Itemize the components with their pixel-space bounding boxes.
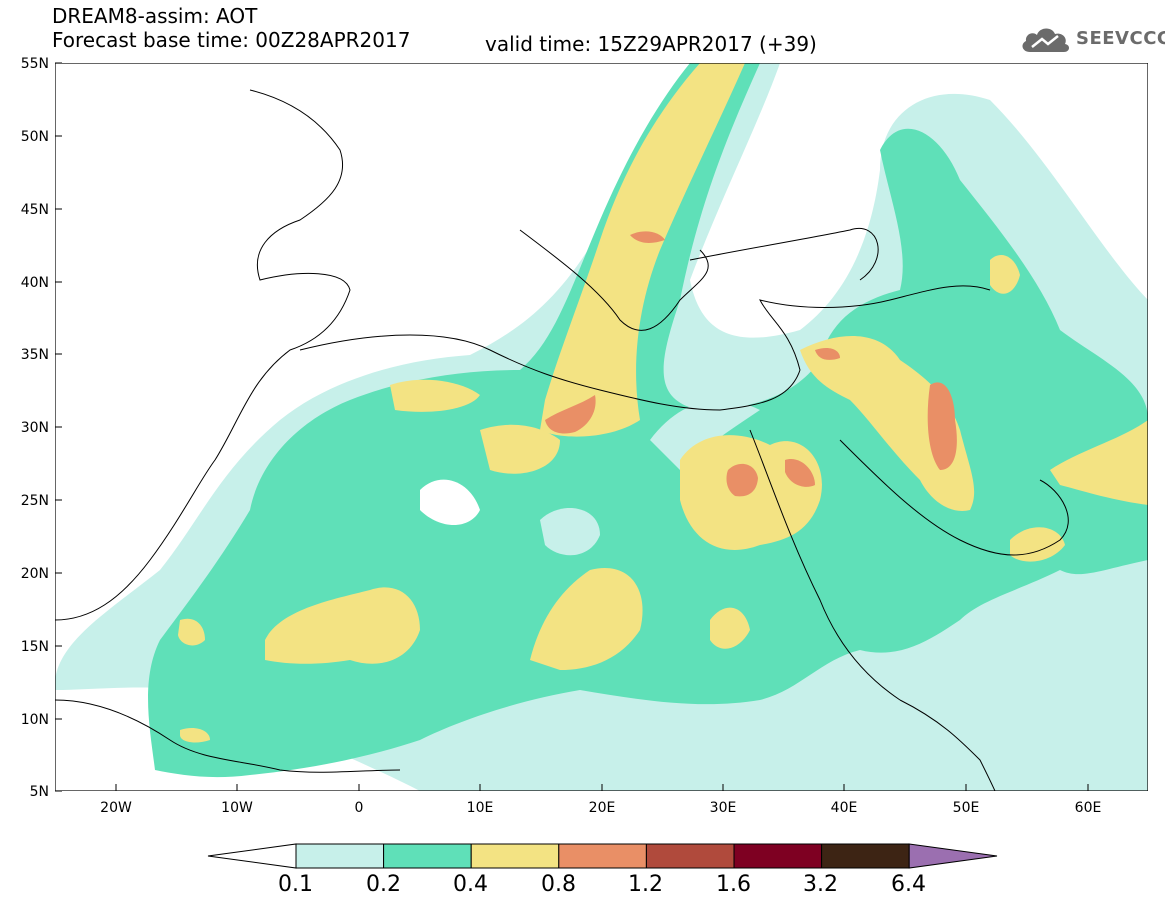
lon-tick-label: 20E bbox=[589, 800, 616, 816]
aot-band-0.4 bbox=[178, 63, 1148, 743]
aot-region bbox=[540, 63, 745, 437]
lon-tick-label: 30E bbox=[710, 800, 737, 816]
forecast-base-time: Forecast base time: 00Z28APR2017 bbox=[52, 28, 411, 52]
aot-region bbox=[265, 587, 420, 664]
aot-region bbox=[480, 424, 560, 474]
aot-region bbox=[1010, 527, 1065, 562]
aot-region bbox=[390, 379, 480, 412]
aot-region bbox=[800, 336, 975, 511]
lat-tick-label: 20N bbox=[21, 566, 49, 582]
valid-time: valid time: 15Z29APR2017 (+39) bbox=[485, 32, 817, 56]
colorbar-label: 1.6 bbox=[716, 872, 751, 897]
aot-region bbox=[545, 395, 596, 434]
lat-tick-label: 40N bbox=[21, 275, 49, 291]
lon-tick-label: 60E bbox=[1075, 800, 1102, 816]
logo-text: SEEVCCC bbox=[1076, 28, 1165, 49]
colorbar-box bbox=[821, 843, 910, 869]
lat-tick-label: 15N bbox=[21, 639, 49, 655]
colorbar-label: 0.2 bbox=[366, 872, 401, 897]
lat-tick-label: 50N bbox=[21, 129, 49, 145]
colorbar-label: 0.8 bbox=[541, 872, 576, 897]
coastlines bbox=[55, 89, 1069, 791]
aot-region bbox=[630, 231, 665, 243]
lat-tick-label: 25N bbox=[21, 493, 49, 509]
lon-tick-label: 10W bbox=[221, 800, 253, 816]
aot-band-0.8 bbox=[545, 231, 957, 497]
colorbar-label: 0.1 bbox=[278, 872, 313, 897]
aot-region bbox=[785, 459, 815, 487]
aot-region bbox=[1050, 420, 1148, 505]
seevccc-logo: SEEVCCC bbox=[1018, 22, 1165, 58]
aot-region bbox=[540, 508, 600, 556]
lon-tick-label: 50E bbox=[953, 800, 980, 816]
lat-tick-label: 55N bbox=[21, 56, 49, 72]
colorbar-label: 3.2 bbox=[803, 872, 838, 897]
lat-tick-label: 35N bbox=[21, 347, 49, 363]
aot-region bbox=[180, 728, 210, 743]
aot-region bbox=[710, 607, 750, 649]
aot-region bbox=[990, 255, 1020, 294]
colorbar-box bbox=[470, 843, 560, 869]
axis-ticks bbox=[55, 62, 1089, 792]
lon-tick-label: 0 bbox=[355, 800, 364, 816]
lat-tick-label: 10N bbox=[21, 712, 49, 728]
aot-field bbox=[55, 63, 1148, 791]
lon-tick-label: 40E bbox=[831, 800, 858, 816]
aot-region bbox=[815, 347, 840, 360]
latitude-axis: 55N 50N 45N 40N 35N 30N 25N 20N 15N 10N … bbox=[21, 56, 49, 800]
cloud-icon bbox=[1022, 28, 1070, 52]
colorbar-box bbox=[733, 843, 823, 869]
colorbar-under-arrow bbox=[207, 843, 297, 869]
lon-tick-label: 20W bbox=[100, 800, 132, 816]
colorbar-box bbox=[558, 843, 647, 869]
lat-tick-label: 45N bbox=[21, 202, 49, 218]
colorbar-box bbox=[383, 843, 472, 869]
aot-region bbox=[530, 568, 643, 670]
colorbar-label: 1.2 bbox=[628, 872, 663, 897]
lon-tick-label: 10E bbox=[467, 800, 494, 816]
colorbar-label: 6.4 bbox=[891, 872, 926, 897]
aot-gap bbox=[420, 479, 480, 525]
colorbar-over-arrow bbox=[908, 843, 998, 869]
aot-region bbox=[726, 463, 758, 497]
aot-region bbox=[927, 382, 957, 470]
colorbar-label: 0.4 bbox=[453, 872, 488, 897]
colorbar-box bbox=[295, 843, 385, 869]
map-title: DREAM8-assim: AOT bbox=[52, 4, 258, 28]
aot-region bbox=[178, 618, 205, 646]
longitude-axis: 20W 10W 0 10E 20E 30E 40E 50E 60E bbox=[100, 800, 1101, 816]
lat-tick-label: 5N bbox=[30, 784, 49, 800]
title-block: DREAM8-assim: AOT Forecast base time: 00… bbox=[52, 4, 410, 52]
aot-region bbox=[650, 400, 760, 470]
colorbar-box bbox=[645, 843, 735, 869]
lat-tick-label: 30N bbox=[21, 420, 49, 436]
colorbar bbox=[207, 843, 998, 869]
